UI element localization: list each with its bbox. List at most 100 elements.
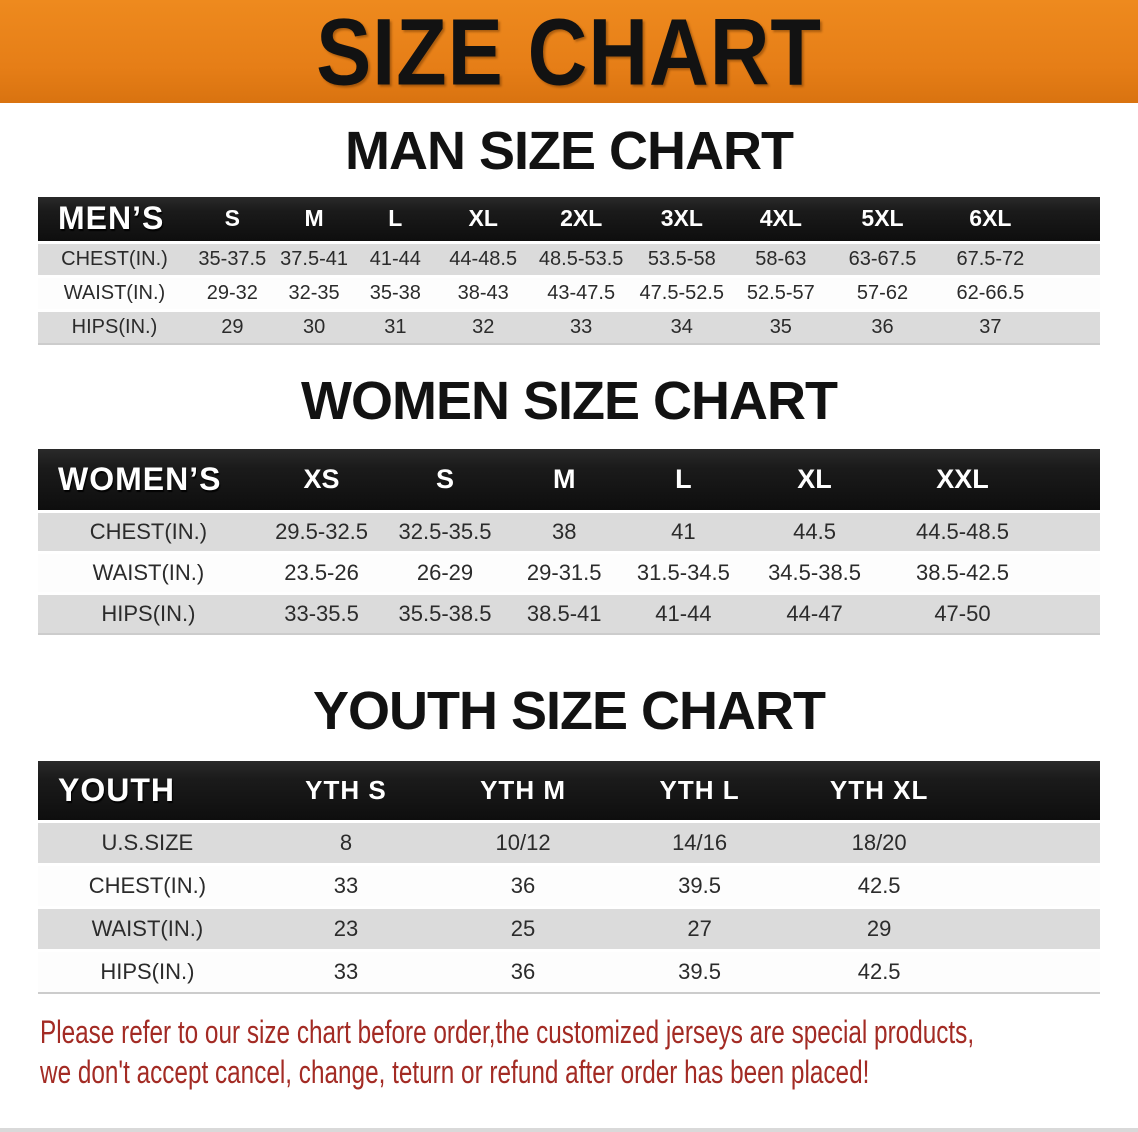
size-value: 42.5: [788, 864, 1100, 907]
size-value: 35-37.5: [190, 242, 274, 276]
row-label: U.S.SIZE: [38, 821, 257, 864]
table-title-cell: WOMEN’S: [38, 449, 259, 511]
size-column-header: 3XL: [632, 197, 732, 242]
table-row: HIPS(IN.) 29 30 31 32 33 34 35 36 37: [38, 310, 1100, 344]
size-column-header: XXL: [884, 449, 1100, 511]
size-value: 36: [830, 310, 935, 344]
size-value: 29-31.5: [505, 552, 623, 593]
size-value: 35: [731, 310, 831, 344]
row-label: WAIST(IN.): [38, 276, 191, 310]
size-value: 63-67.5: [830, 242, 935, 276]
size-value: 14/16: [610, 821, 789, 864]
size-column-header: S: [190, 197, 274, 242]
table-row: HIPS(IN.) 33 36 39.5 42.5: [38, 950, 1100, 993]
size-value: 42.5: [788, 950, 1100, 993]
size-value: 26-29: [384, 552, 506, 593]
footnote-line-2: we don't accept cancel, change, teturn o…: [40, 1052, 1138, 1092]
size-value: 37.5-41: [273, 242, 355, 276]
size-value: 41-44: [622, 593, 745, 634]
size-value: 32-35: [273, 276, 355, 310]
row-label: CHEST(IN.): [38, 242, 191, 276]
size-value: 33: [530, 310, 633, 344]
size-value: 52.5-57: [731, 276, 831, 310]
table-title-cell: MEN’S: [38, 197, 191, 242]
size-value: 29: [190, 310, 274, 344]
row-label: HIPS(IN.): [38, 950, 257, 993]
youth-section: YOUTH SIZE CHART YOUTH YTH S YTH M YTH L YTH…: [0, 684, 1138, 994]
row-label: HIPS(IN.): [38, 593, 259, 634]
size-value: 44.5: [744, 511, 885, 552]
size-value: 47.5-52.5: [632, 276, 732, 310]
men-section-heading: MAN SIZE CHART: [345, 121, 794, 181]
size-value: 67.5-72: [934, 242, 1100, 276]
page-title: SIZE CHART: [316, 0, 822, 105]
table-row: WAIST(IN.) 23 25 27 29: [38, 907, 1100, 950]
header-row: YOUTH YTH S YTH M YTH L YTH XL: [38, 761, 1100, 821]
size-value: 29.5-32.5: [258, 511, 385, 552]
banner: SIZE CHART: [0, 0, 1138, 103]
size-column-header: L: [354, 197, 437, 242]
size-column-header: 6XL: [934, 197, 1100, 242]
table-row: U.S.SIZE 8 10/12 14/16 18/20: [38, 821, 1100, 864]
footnote-line-1-text: Please refer to our size chart before or…: [40, 1014, 975, 1050]
size-column-header: XS: [258, 449, 385, 511]
table-row: WAIST(IN.) 29-32 32-35 35-38 38-43 43-47.5 47.…: [38, 276, 1100, 310]
size-value: 36: [435, 864, 611, 907]
size-column-header: XL: [744, 449, 885, 511]
youth-size-table: YOUTH YTH S YTH M YTH L YTH XL U.S.SIZE 8 10/12…: [38, 761, 1100, 994]
size-value: 36: [435, 950, 611, 993]
size-value: 25: [435, 907, 611, 950]
size-value: 62-66.5: [934, 276, 1100, 310]
size-value: 58-63: [731, 242, 831, 276]
table-row: CHEST(IN.) 35-37.5 37.5-41 41-44 44-48.5 48.5…: [38, 242, 1100, 276]
size-value: 34.5-38.5: [744, 552, 885, 593]
size-column-header: 4XL: [731, 197, 831, 242]
size-value: 37: [934, 310, 1100, 344]
size-value: 53.5-58: [632, 242, 732, 276]
size-value: 33: [256, 950, 436, 993]
size-value: 38: [505, 511, 623, 552]
size-value: 38.5-42.5: [884, 552, 1100, 593]
table-row: HIPS(IN.) 33-35.5 35.5-38.5 38.5-41 41-44 44-…: [38, 593, 1100, 634]
size-value: 35-38: [354, 276, 437, 310]
women-section: WOMEN SIZE CHART WOMEN’S XS S M L XL XXL CHEST(…: [0, 371, 1138, 635]
size-value: 31: [354, 310, 437, 344]
size-value: 44-48.5: [436, 242, 531, 276]
size-value: 44-47: [744, 593, 885, 634]
women-size-table: WOMEN’S XS S M L XL XXL CHEST(IN.) 29.5-32.5 32.5…: [38, 449, 1100, 635]
size-value: 10/12: [435, 821, 611, 864]
footnote: Please refer to our size chart before or…: [40, 1012, 1138, 1092]
size-column-header: YTH M: [435, 761, 611, 821]
women-section-heading: WOMEN SIZE CHART: [301, 371, 838, 431]
size-value: 48.5-53.5: [530, 242, 633, 276]
size-value: 34: [632, 310, 732, 344]
size-column-header: S: [384, 449, 506, 511]
size-value: 43-47.5: [530, 276, 633, 310]
size-value: 41: [622, 511, 745, 552]
size-value: 29: [788, 907, 1100, 950]
size-column-header: XL: [436, 197, 531, 242]
row-label: WAIST(IN.): [38, 552, 259, 593]
size-value: 33-35.5: [258, 593, 385, 634]
row-label: HIPS(IN.): [38, 310, 191, 344]
size-value: 47-50: [884, 593, 1100, 634]
footnote-line-1: Please refer to our size chart before or…: [40, 1012, 1138, 1052]
size-value: 31.5-34.5: [622, 552, 745, 593]
size-value: 38.5-41: [505, 593, 623, 634]
men-size-table: MEN’S S M L XL 2XL 3XL 4XL 5XL 6XL CHEST(IN.) 35-37…: [38, 197, 1100, 345]
size-value: 18/20: [788, 821, 1100, 864]
row-label: WAIST(IN.): [38, 907, 257, 950]
size-value: 29-32: [190, 276, 274, 310]
size-column-header: L: [622, 449, 745, 511]
size-value: 57-62: [830, 276, 935, 310]
size-value: 30: [273, 310, 355, 344]
table-row: CHEST(IN.) 33 36 39.5 42.5: [38, 864, 1100, 907]
header-row: MEN’S S M L XL 2XL 3XL 4XL 5XL 6XL: [38, 197, 1100, 242]
size-column-header: M: [273, 197, 355, 242]
size-value: 33: [256, 864, 436, 907]
table-row: CHEST(IN.) 29.5-32.5 32.5-35.5 38 41 44.5 44.5…: [38, 511, 1100, 552]
size-column-header: YTH L: [610, 761, 789, 821]
size-value: 32: [436, 310, 531, 344]
size-value: 39.5: [610, 950, 789, 993]
